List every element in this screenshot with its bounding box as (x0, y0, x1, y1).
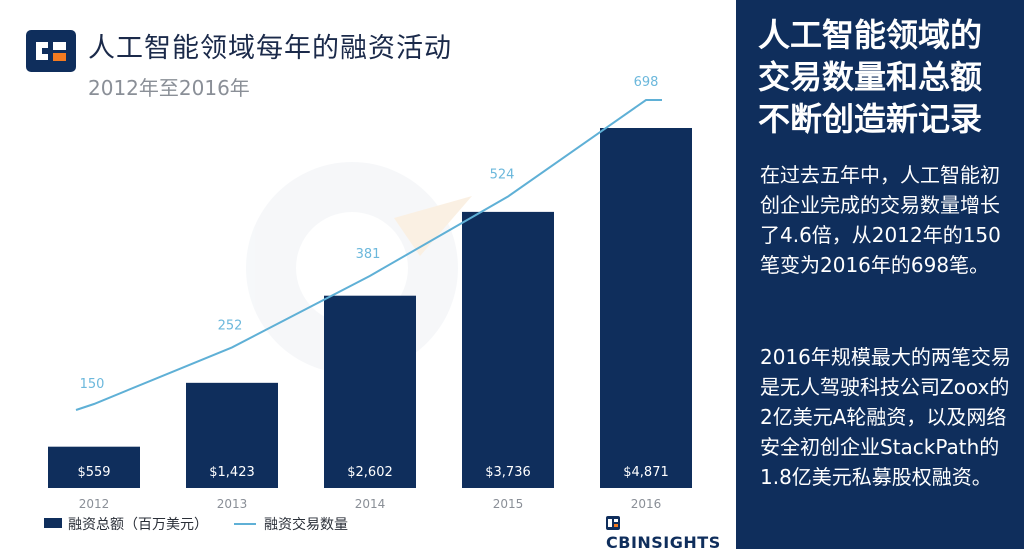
side-panel: 人工智能领域的交易数量和总额不断创造新记录 在过去五年中，人工智能初创企业完成的… (736, 0, 1024, 549)
bar-value-label-2013: $1,423 (209, 465, 255, 480)
legend-item-bar: 融资总额（百万美元） (44, 514, 208, 534)
panel-paragraph-1: 在过去五年中，人工智能初创企业完成的交易数量增长了4.6倍，从2012年的150… (760, 163, 1001, 277)
legend-label-line: 融资交易数量 (264, 517, 348, 533)
line-value-label-2014: 381 (356, 247, 381, 262)
bar-value-label-2015: $3,736 (485, 465, 531, 480)
line-value-label-2016: 698 (634, 75, 659, 90)
x-tick-label-2016: 2016 (631, 497, 662, 511)
bar-line-chart: $559 2012 $1,423 2013 $2,602 2014 $3,736 2015 $4… (48, 75, 692, 511)
series-line-deal-count (75, 99, 662, 411)
bar-value-label-2012: $559 (77, 465, 110, 480)
chart-subtitle: 2012年至2016年 (88, 76, 250, 100)
panel-heading: 人工智能领域的交易数量和总额不断创造新记录 (758, 16, 983, 138)
bar-value-label-2016: $4,871 (623, 465, 669, 480)
panel-paragraph-2: 2016年规模最大的两笔交易是无人驾驶科技公司Zoox的2亿美元A轮融资，以及网… (760, 345, 1011, 489)
bar-value-label-2014: $2,602 (347, 465, 393, 480)
x-tick-label-2015: 2015 (493, 497, 524, 511)
chart-title: 人工智能领域每年的融资活动 (88, 33, 452, 64)
chart-area: 人工智能领域每年的融资活动 2012年至2016年 $559 2012 $1,423… (26, 30, 736, 552)
x-tick-label-2014: 2014 (355, 497, 386, 511)
brand-icon (606, 516, 620, 530)
legend-label-bar: 融资总额（百万美元） (68, 517, 208, 533)
line-value-label-2015: 524 (490, 168, 515, 183)
bar-2014 (324, 295, 416, 488)
x-tick-label-2012: 2012 (79, 497, 110, 511)
legend-swatch-bar (44, 518, 62, 528)
legend-item-line: 融资交易数量 (234, 514, 348, 534)
x-tick-label-2013: 2013 (217, 497, 248, 511)
bar-2013 (186, 382, 278, 488)
bar-2012 (48, 446, 140, 488)
line-value-label-2013: 252 (218, 318, 243, 333)
bar-2016 (600, 128, 692, 488)
bar-2015 (462, 211, 554, 488)
legend-swatch-line (234, 523, 256, 525)
cb-insights-logo (26, 30, 76, 72)
brand-label: CBINSIGHTS (606, 514, 736, 552)
brand-name: CBINSIGHTS (606, 533, 721, 552)
line-value-label-2012: 150 (80, 377, 105, 392)
